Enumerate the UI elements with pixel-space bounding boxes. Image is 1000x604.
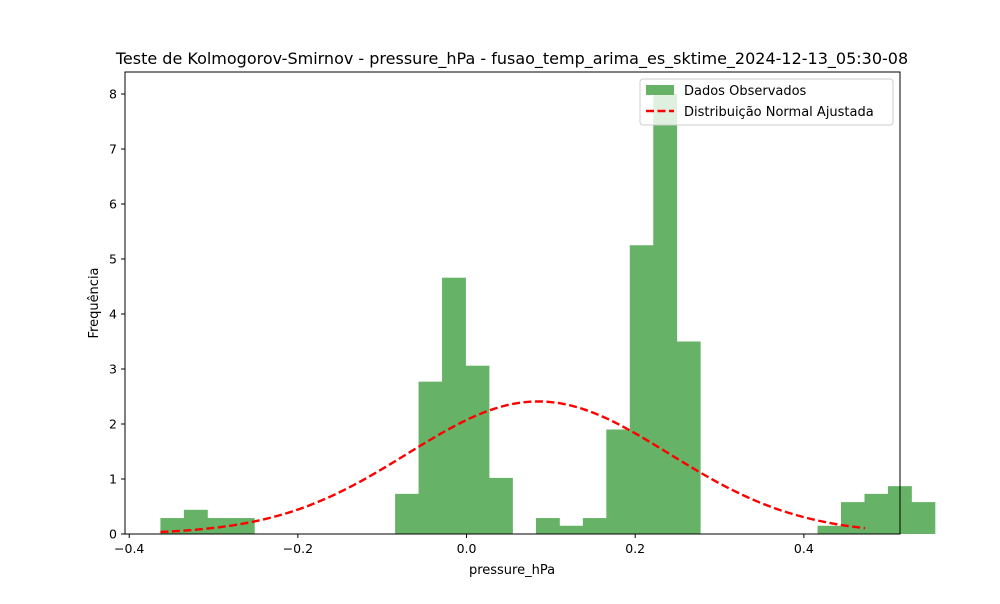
histogram-bar [559,525,584,534]
histogram-bar [230,518,255,534]
x-tick-label: −0.2 [283,541,313,556]
histogram-bar [606,429,631,534]
normal-distribution-curve [160,400,866,534]
histogram-bar [183,509,208,534]
y-tick-label: 2 [109,417,117,432]
x-axis-ticks: −0.4 −0.2 0.0 0.2 0.4 [114,534,814,556]
normal-curve-layer [160,400,866,534]
y-tick-label: 6 [109,197,117,212]
y-tick-label: 1 [109,472,117,487]
histogram-bar [418,381,443,534]
plot-frame [124,71,901,535]
legend-frame [639,78,894,126]
histogram-bar [911,502,936,534]
y-tick-label: 0 [109,527,117,542]
histogram-bar [864,493,889,534]
y-tick-label: 8 [109,87,117,102]
histogram-bar [841,502,865,534]
histogram-bar [629,245,654,534]
x-tick-label: −0.4 [114,541,144,556]
y-tick-label: 4 [109,307,117,322]
histogram-bar [582,518,607,534]
legend-label-normal: Distribuição Normal Ajustada [684,105,874,120]
x-tick-label: 0.0 [457,541,477,556]
x-axis-label: pressure_hPa [469,563,555,578]
histogram-bar [488,477,513,534]
y-axis-ticks: 0 1 2 3 4 5 6 7 8 [109,87,125,542]
x-tick-label: 0.4 [794,541,814,556]
histogram-bar [653,94,678,534]
y-tick-label: 3 [109,362,117,377]
histogram-bar [395,493,419,534]
histogram-bar [442,277,466,534]
histogram-bar [465,365,490,534]
histogram-bars [160,94,936,534]
y-tick-label: 5 [109,252,117,267]
histogram-bar [676,341,701,534]
chart-title: Teste de Kolmogorov-Smirnov - pressure_h… [115,49,908,69]
histogram-bar [207,518,232,534]
x-tick-label: 0.2 [625,541,645,556]
y-tick-label: 7 [109,142,117,157]
legend-label-observed: Dados Observados [684,84,807,99]
histogram-bar [817,525,842,534]
histogram-bar [535,518,560,534]
legend-swatch-observed [646,85,674,95]
legend: Dados Observados Distribuição Normal Aju… [639,78,894,126]
y-axis-label: Frequência [87,267,102,338]
